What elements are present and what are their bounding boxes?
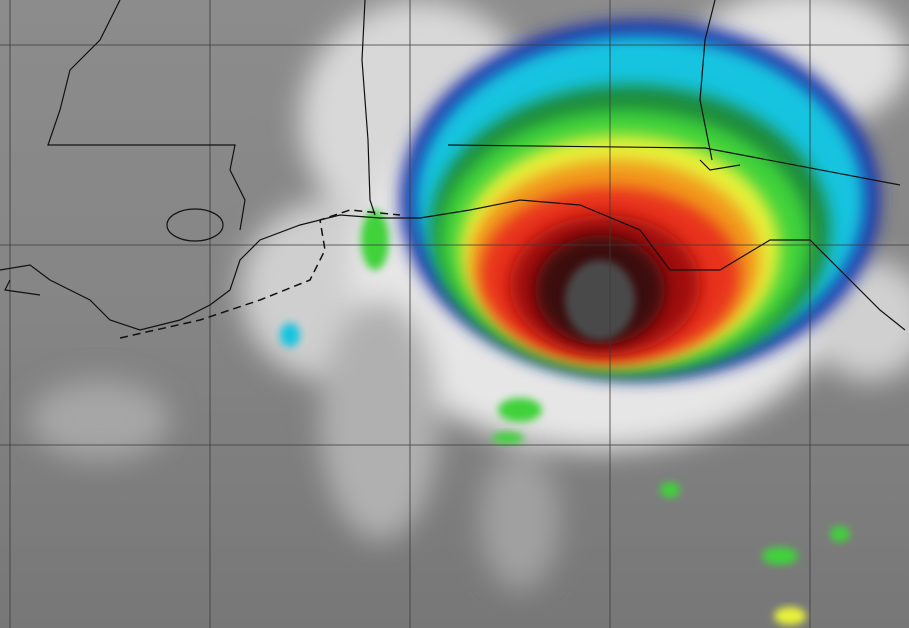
boundaries [0,0,906,331]
storm-core [280,20,880,625]
offshore-boundary [119,209,401,339]
